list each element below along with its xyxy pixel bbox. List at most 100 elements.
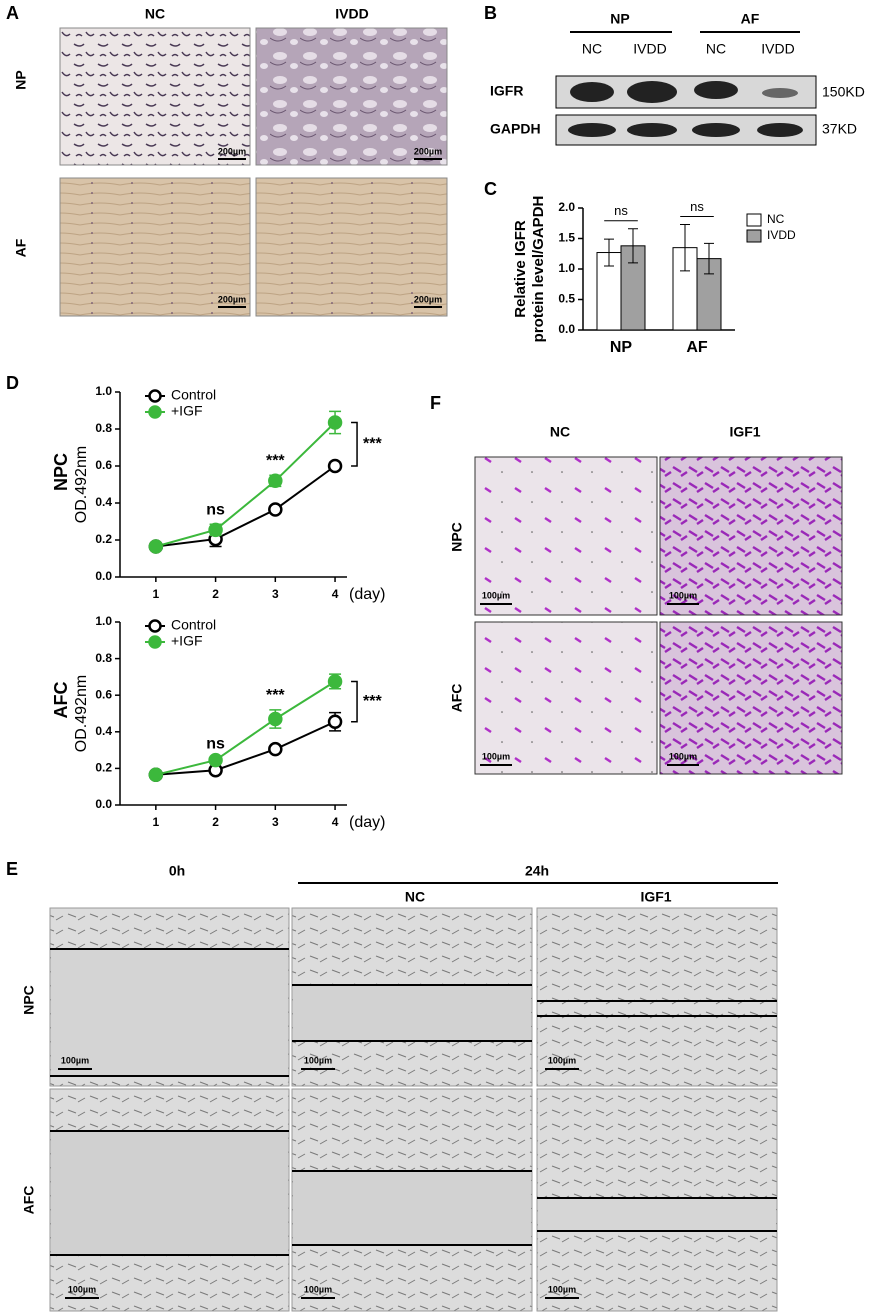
annotation: ***	[266, 452, 285, 469]
data-point	[327, 415, 343, 430]
micrograph	[536, 907, 778, 1087]
legend-marker	[148, 389, 162, 403]
group-label: AF	[741, 11, 760, 27]
scale-bars: 100µm 100µm 100µm 100µm 100µm 100µm	[58, 1055, 579, 1299]
scale-bars: 200µm 200µm 200µm 200µm	[218, 146, 442, 308]
y-axis-label: protein level/GAPDH	[530, 196, 547, 343]
scale-bars: 100µm 100µm 100µm 100µm	[480, 590, 699, 766]
time-label: 0h	[169, 863, 185, 879]
y-tick-label: 0.6	[95, 458, 112, 472]
x-axis-label: (day)	[349, 814, 385, 831]
scale-label: 200µm	[218, 294, 246, 304]
annotation: ns	[206, 501, 225, 518]
legend-label: IVDD	[767, 228, 796, 242]
scale-label: 100µm	[669, 590, 697, 600]
wound-gap	[51, 949, 288, 1076]
blot-bands	[570, 81, 798, 103]
wound-gap	[538, 1198, 776, 1231]
micrograph	[255, 27, 448, 166]
x-tick-label: 2	[212, 587, 219, 601]
data-point	[268, 502, 283, 517]
data-point	[268, 711, 283, 727]
legend-label: NC	[767, 212, 785, 226]
y-axis-label: OD.492nm	[73, 675, 90, 752]
error-bar	[680, 223, 690, 272]
scale-label: 200µm	[218, 146, 246, 156]
size-label: 37KD	[822, 121, 857, 137]
lane-label: IVDD	[633, 41, 666, 57]
error-bar	[628, 228, 638, 264]
data-point	[148, 539, 164, 554]
row-label: AFC	[449, 684, 465, 713]
data-line	[155, 680, 336, 776]
scale-label: 100µm	[304, 1055, 332, 1065]
protein-label: GAPDH	[490, 121, 541, 137]
scale-label: 100µm	[548, 1284, 576, 1294]
data-point	[268, 741, 283, 757]
protein-label: IGFR	[490, 83, 523, 99]
bar	[620, 245, 646, 331]
legend-swatch	[746, 229, 762, 243]
data-point	[208, 752, 223, 768]
y-tick-label: 0.8	[95, 651, 112, 665]
legend-marker	[148, 405, 162, 419]
x-tick-label: 3	[272, 815, 279, 829]
data-line	[155, 465, 336, 548]
legend-label: +IGF	[171, 403, 203, 419]
row-label: NPC	[51, 453, 71, 491]
annotation: ns	[690, 199, 704, 214]
column-label: IGF1	[729, 424, 760, 440]
y-tick-label: 1.5	[558, 231, 575, 245]
micrograph	[474, 456, 658, 616]
x-tick-label: NP	[610, 339, 633, 356]
panel-label: E	[6, 859, 18, 879]
scale-label: 100µm	[548, 1055, 576, 1065]
x-tick-label: 3	[272, 587, 279, 601]
data-point	[327, 714, 343, 729]
legend-label: Control	[171, 617, 216, 633]
column-label: IGF1	[640, 889, 671, 905]
row-label: AFC	[51, 682, 71, 719]
scale-label: 100µm	[68, 1284, 96, 1294]
scale-label: 200µm	[414, 146, 442, 156]
annotation: ns	[206, 736, 225, 753]
micrograph	[659, 456, 843, 616]
x-tick-label: 2	[212, 815, 219, 829]
column-label: NC	[405, 889, 425, 905]
annotation: ns	[614, 203, 628, 218]
wound-images	[49, 907, 778, 1312]
y-tick-label: 0.2	[95, 532, 112, 546]
error-bar	[704, 242, 714, 275]
micrograph	[659, 621, 843, 775]
x-tick-label: AF	[686, 339, 708, 356]
y-axis-label: Relative IGFR	[512, 220, 529, 318]
annotation: ***	[363, 435, 382, 452]
y-tick-label: 2.0	[558, 200, 575, 214]
micrograph	[255, 177, 448, 317]
group-label: NP	[610, 11, 629, 27]
y-tick-label: 0.4	[95, 495, 112, 509]
y-tick-label: 1.0	[558, 261, 575, 275]
x-tick-label: 1	[152, 815, 159, 829]
column-label: NC	[550, 424, 570, 440]
x-axis-label: (day)	[349, 586, 385, 603]
lane-label: NC	[706, 41, 726, 57]
wound-gap	[293, 985, 531, 1041]
row-label: NP	[13, 70, 29, 89]
y-tick-label: 1.0	[95, 384, 112, 398]
annotation: ***	[363, 693, 382, 710]
wound-gap	[51, 1131, 288, 1255]
data-point	[148, 767, 164, 783]
legend-swatch	[746, 213, 762, 227]
scale-label: 100µm	[304, 1284, 332, 1294]
panel-label: F	[430, 393, 441, 413]
panel-label: C	[484, 179, 497, 199]
data-point	[327, 458, 343, 474]
panel-label: A	[6, 3, 19, 23]
y-tick-label: 0.0	[95, 569, 112, 583]
y-tick-label: 1.0	[95, 614, 112, 628]
y-tick-label: 0.5	[558, 292, 575, 306]
x-tick-label: 4	[332, 587, 339, 601]
data-line	[155, 720, 336, 776]
